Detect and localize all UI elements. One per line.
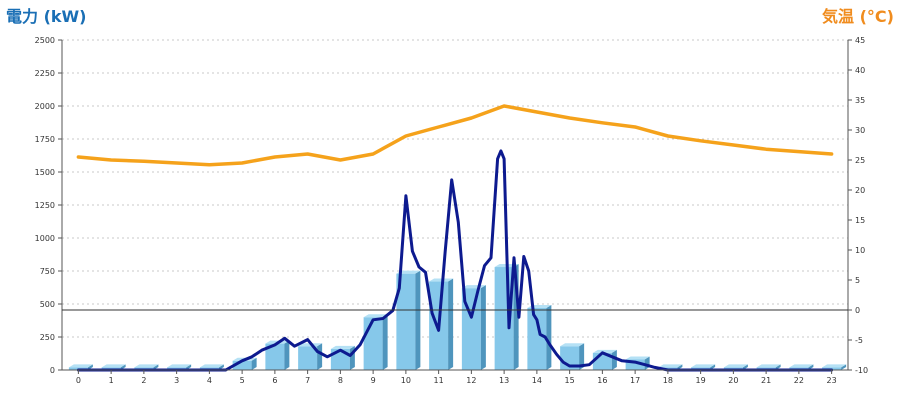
bar xyxy=(265,343,285,370)
y-right-tick-label: 25 xyxy=(855,156,865,165)
x-tick-label: 3 xyxy=(174,376,179,385)
bar-side xyxy=(480,285,486,370)
x-tick-label: 1 xyxy=(109,376,114,385)
bar-top xyxy=(68,364,93,368)
bar-layer xyxy=(68,264,847,370)
y-left-tick-label: 250 xyxy=(40,333,55,342)
bar-top xyxy=(658,364,683,368)
bar-side xyxy=(284,340,290,370)
x-tick-label: 14 xyxy=(532,376,542,385)
x-tick-label: 15 xyxy=(565,376,575,385)
x-tick-label: 5 xyxy=(240,376,245,385)
y-left-tick-label: 500 xyxy=(40,300,55,309)
y-right-tick-label: 40 xyxy=(855,66,865,75)
x-tick-label: 22 xyxy=(794,376,804,385)
bar-side xyxy=(251,357,257,370)
x-tick-label: 11 xyxy=(434,376,444,385)
x-tick-label: 18 xyxy=(663,376,673,385)
y-left-tick-label: 1750 xyxy=(35,135,55,144)
y-right-tick-label: 35 xyxy=(855,96,865,105)
bar xyxy=(396,273,416,370)
y-right-tick-label: 30 xyxy=(855,126,865,135)
bar-side xyxy=(841,364,847,370)
x-tick-label: 16 xyxy=(597,376,607,385)
bar-side xyxy=(546,304,552,370)
bar xyxy=(232,360,252,370)
x-tick-label: 17 xyxy=(630,376,640,385)
y-right-tick-label: 0 xyxy=(855,306,860,315)
y-left-tick-label: 2000 xyxy=(35,102,55,111)
bar-top xyxy=(429,278,454,282)
bar xyxy=(298,346,318,370)
y-right-tick-label: 5 xyxy=(855,276,860,285)
bar-top xyxy=(363,314,388,318)
bar-top xyxy=(560,343,585,347)
y-left-tick-label: 1000 xyxy=(35,234,55,243)
x-tick-label: 23 xyxy=(827,376,837,385)
x-tick-label: 7 xyxy=(305,376,310,385)
bar-top xyxy=(625,356,650,360)
y-left-tick-label: 2250 xyxy=(35,69,55,78)
bar-side xyxy=(448,278,454,370)
y-right-tick-label: -5 xyxy=(855,336,863,345)
y-axis-left-label: 電力 (kW) xyxy=(6,7,87,26)
bar-top xyxy=(167,364,192,368)
x-tick-label: 4 xyxy=(207,376,212,385)
y-left-tick-label: 0 xyxy=(50,366,55,375)
bar-side xyxy=(611,349,617,370)
y-right-tick-label: 45 xyxy=(855,36,865,45)
bar-top xyxy=(396,270,421,274)
y-left-tick-label: 1250 xyxy=(35,201,55,210)
bar xyxy=(363,317,383,370)
y-left-tick-label: 2500 xyxy=(35,36,55,45)
bar-top xyxy=(756,364,781,368)
x-tick-label: 8 xyxy=(338,376,343,385)
x-tick-label: 21 xyxy=(761,376,771,385)
y-left-tick-label: 750 xyxy=(40,267,55,276)
x-tick-label: 2 xyxy=(141,376,146,385)
line-layer xyxy=(76,104,834,372)
x-tick-label: 9 xyxy=(371,376,376,385)
x-tick-label: 20 xyxy=(728,376,738,385)
y-right-tick-label: 20 xyxy=(855,186,865,195)
bar-top xyxy=(101,364,126,368)
bar-side xyxy=(317,343,323,370)
bar-side xyxy=(415,270,421,370)
axis-layer: 02505007501000125015001750200022502500-1… xyxy=(35,36,868,385)
bar-top xyxy=(822,364,847,368)
bar-top xyxy=(789,364,814,368)
bar-top xyxy=(723,364,748,368)
grid-layer xyxy=(62,39,848,338)
temperature-line xyxy=(76,104,834,167)
x-tick-label: 6 xyxy=(272,376,277,385)
x-tick-label: 19 xyxy=(696,376,706,385)
y-axis-right-label: 気温 (°C) xyxy=(822,7,894,26)
bar-top xyxy=(134,364,159,368)
bar xyxy=(625,359,645,370)
bar-top xyxy=(592,349,617,353)
x-tick-label: 0 xyxy=(76,376,81,385)
y-left-tick-label: 1500 xyxy=(35,168,55,177)
bar-side xyxy=(382,314,388,370)
y-right-tick-label: 15 xyxy=(855,216,865,225)
bar-side xyxy=(579,343,585,370)
y-right-tick-label: -10 xyxy=(855,366,868,375)
bar xyxy=(527,307,547,370)
power-line xyxy=(76,149,834,372)
x-tick-label: 12 xyxy=(466,376,476,385)
x-tick-label: 13 xyxy=(499,376,509,385)
bar-top xyxy=(691,364,716,368)
bar-top xyxy=(330,345,355,349)
bar-top xyxy=(199,364,224,368)
x-tick-label: 10 xyxy=(401,376,411,385)
y-right-tick-label: 10 xyxy=(855,246,865,255)
